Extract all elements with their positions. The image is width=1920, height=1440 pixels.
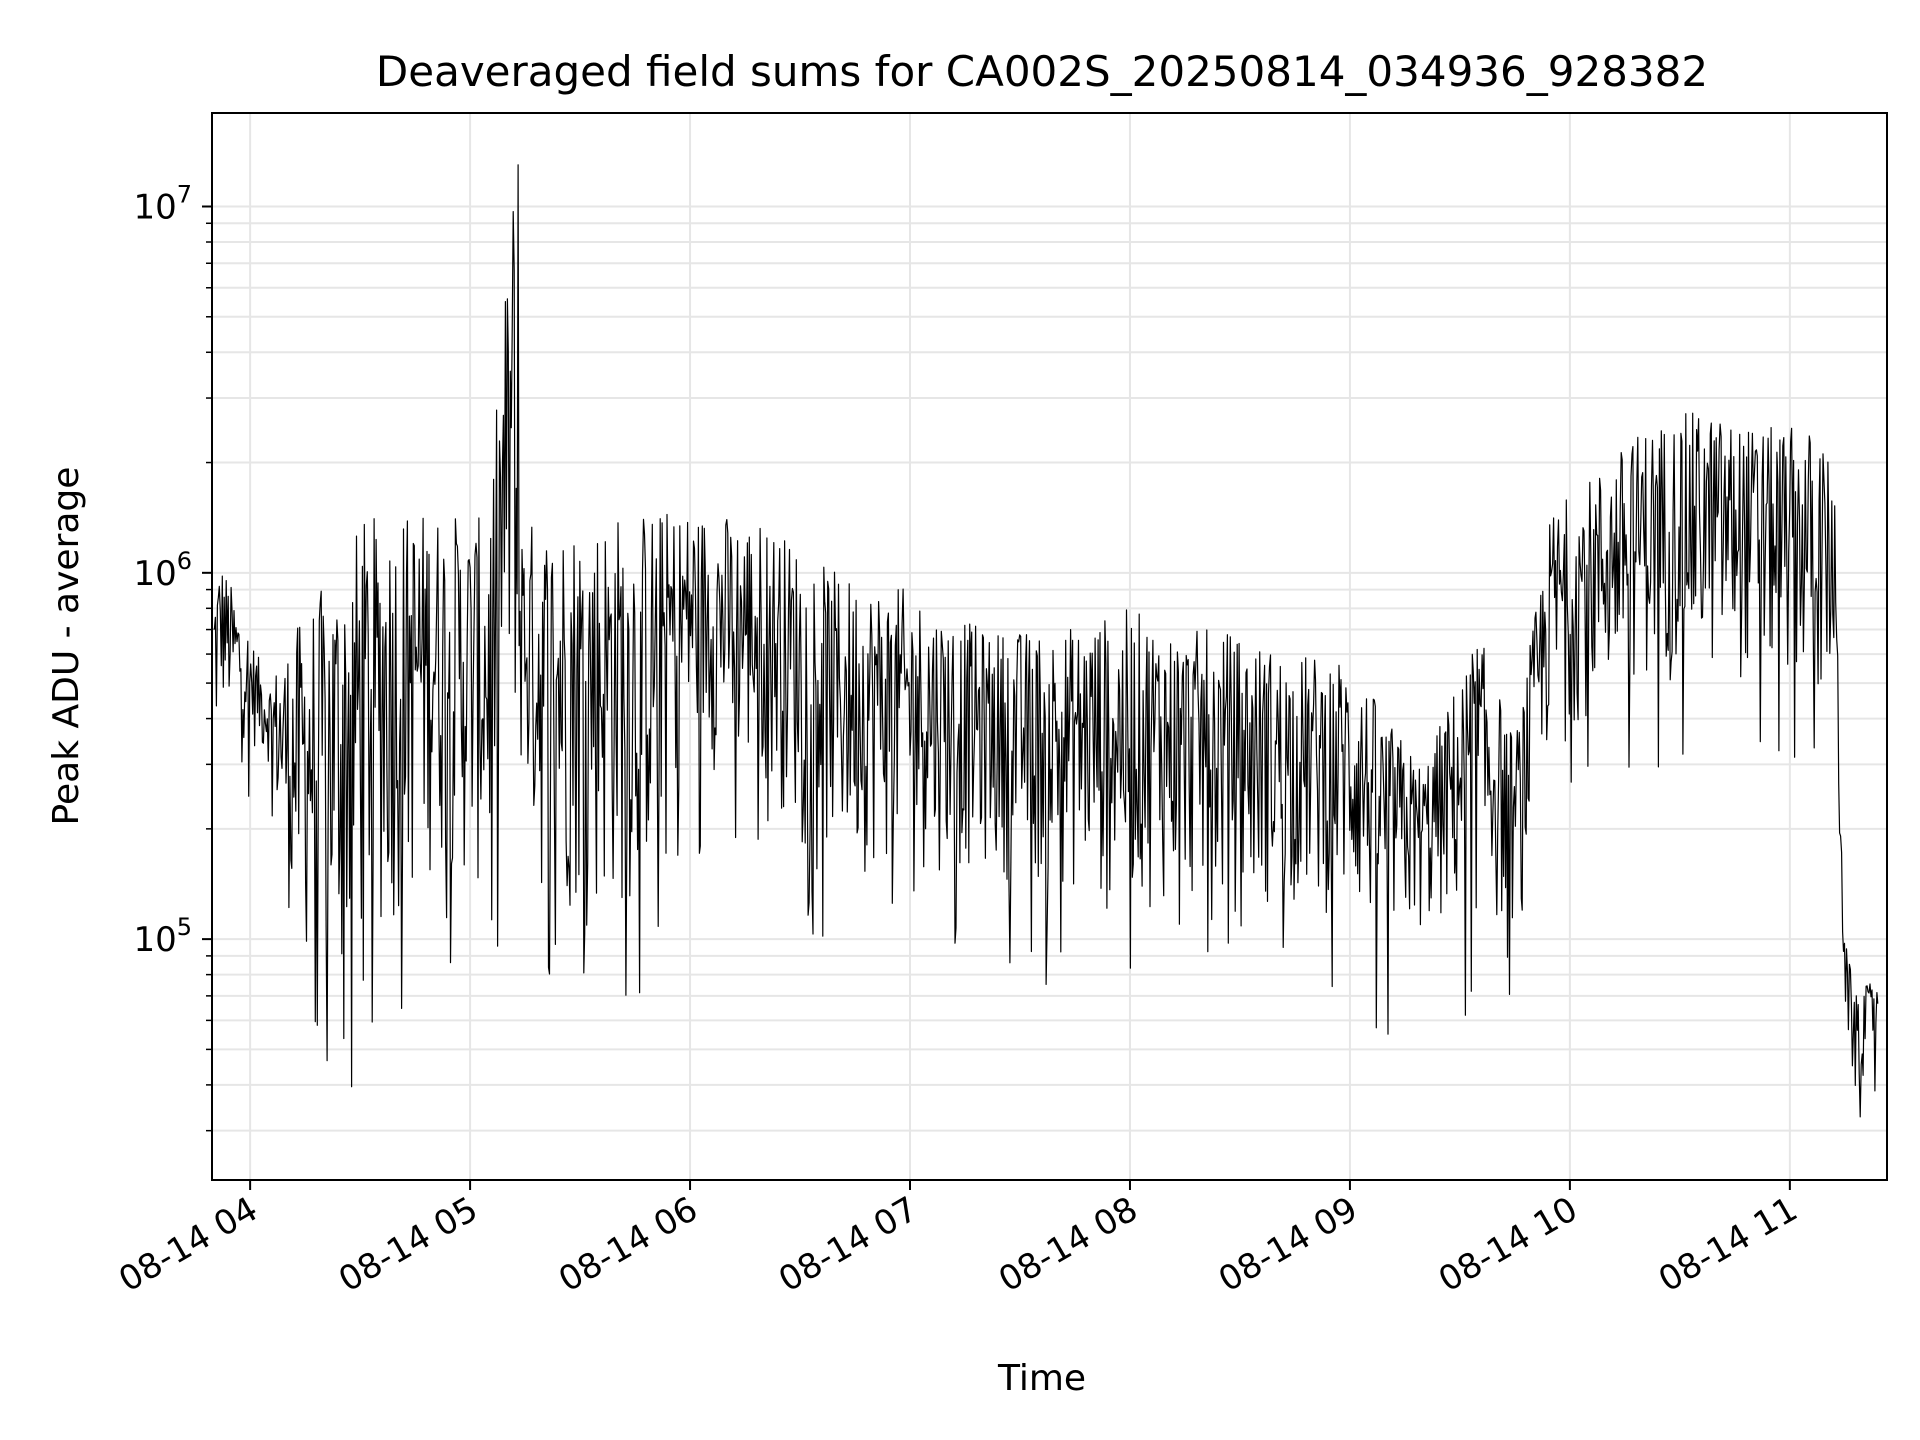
- x-axis-label: Time: [997, 1358, 1086, 1399]
- y-tick-label: 105: [133, 913, 192, 960]
- series-line: [213, 164, 1879, 1118]
- y-axis-ticks: 105 106 107: [133, 181, 212, 1132]
- plot-frame: [211, 112, 1888, 1181]
- y-axis-label: Peak ADU - average: [46, 467, 87, 826]
- y-tick-label: 106: [133, 547, 192, 594]
- chart-title: Deaveraged field sums for CA002S_2025081…: [376, 47, 1708, 96]
- data-series: [213, 164, 1879, 1118]
- y-tick-label: 107: [133, 181, 192, 228]
